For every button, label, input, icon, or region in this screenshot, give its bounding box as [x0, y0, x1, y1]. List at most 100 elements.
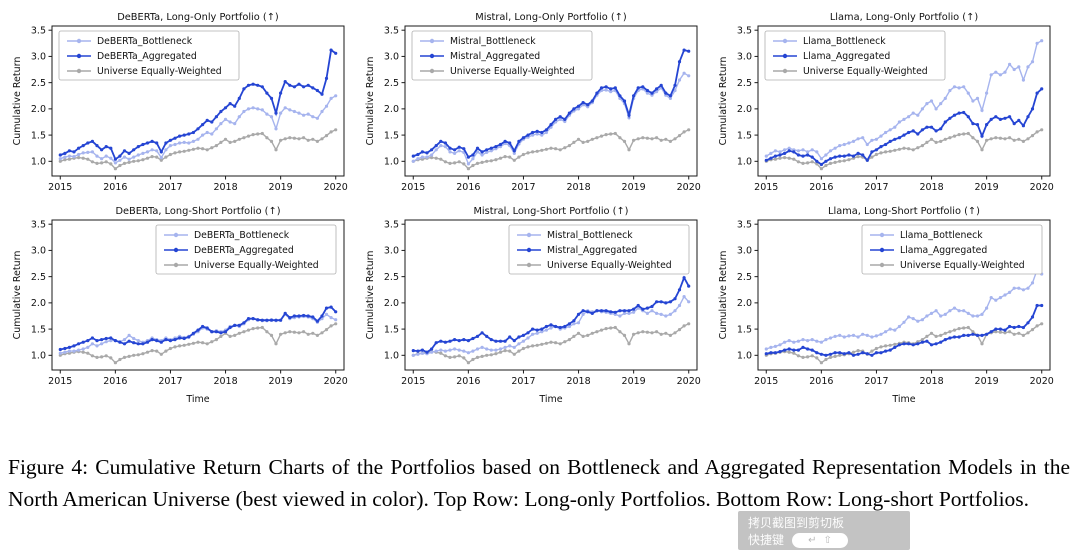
- svg-text:2016: 2016: [103, 376, 127, 387]
- svg-text:2019: 2019: [269, 376, 293, 387]
- svg-text:Mistral_Bottleneck: Mistral_Bottleneck: [547, 230, 633, 241]
- svg-text:2.5: 2.5: [31, 272, 46, 283]
- svg-text:1.0: 1.0: [31, 351, 46, 362]
- svg-text:2.0: 2.0: [737, 104, 752, 115]
- toast-shortcut-label: 快捷键: [748, 533, 785, 547]
- svg-text:2.5: 2.5: [384, 272, 399, 283]
- svg-text:Cumulative Return: Cumulative Return: [718, 251, 729, 340]
- svg-text:2015: 2015: [48, 376, 72, 387]
- svg-text:Universe Equally-Weighted: Universe Equally-Weighted: [547, 260, 672, 271]
- chart-deberta-long-only: DeBERTa, Long-Only Portfolio (↑) 2015 2016…: [10, 10, 363, 230]
- svg-text:Cumulative Return: Cumulative Return: [365, 57, 376, 146]
- svg-text:2020: 2020: [1030, 182, 1054, 193]
- svg-text:Llama_Bottleneck: Llama_Bottleneck: [900, 230, 983, 241]
- svg-text:DeBERTa_Bottleneck: DeBERTa_Bottleneck: [194, 230, 290, 241]
- svg-text:2.5: 2.5: [384, 78, 399, 89]
- svg-text:Mistral, Long-Short Portfolio: Mistral, Long-Short Portfolio (↑): [473, 206, 628, 217]
- svg-text:DeBERTa_Bottleneck: DeBERTa_Bottleneck: [97, 36, 193, 47]
- return-key-icon: ↵: [808, 534, 817, 546]
- chart-svg: Llama, Long-Only Portfolio (↑) 2015 2016 20…: [718, 12, 1054, 193]
- chart-mistral-long-only: Mistral, Long-Only Portfolio (↑) 2015 2016…: [363, 10, 716, 230]
- svg-text:1.5: 1.5: [31, 324, 46, 335]
- svg-text:2017: 2017: [511, 182, 535, 193]
- svg-text:2018: 2018: [566, 182, 590, 193]
- svg-text:DeBERTa_Aggregated: DeBERTa_Aggregated: [194, 245, 294, 256]
- screenshot-toast: 拷贝截图到剪切板 快捷键 ↵ ⇧: [738, 511, 910, 550]
- svg-text:2015: 2015: [401, 376, 425, 387]
- chart-svg: Mistral, Long-Only Portfolio (↑) 2015 2016…: [365, 12, 701, 193]
- svg-text:2020: 2020: [1030, 376, 1054, 387]
- svg-text:2016: 2016: [103, 182, 127, 193]
- svg-text:2.0: 2.0: [737, 298, 752, 309]
- svg-text:2015: 2015: [401, 182, 425, 193]
- svg-text:1.0: 1.0: [737, 157, 752, 168]
- svg-text:2016: 2016: [456, 182, 480, 193]
- svg-text:Cumulative Return: Cumulative Return: [12, 57, 23, 146]
- svg-text:3.0: 3.0: [31, 52, 46, 63]
- svg-text:Universe Equally-Weighted: Universe Equally-Weighted: [450, 66, 575, 77]
- svg-text:DeBERTa_Aggregated: DeBERTa_Aggregated: [97, 51, 197, 62]
- svg-text:2018: 2018: [213, 376, 237, 387]
- svg-text:1.5: 1.5: [31, 130, 46, 141]
- svg-text:Time: Time: [891, 394, 915, 405]
- svg-text:Llama_Aggregated: Llama_Aggregated: [900, 245, 987, 256]
- chart-row-long-short: DeBERTa, Long-Short Portfolio (↑) 2015 201…: [10, 204, 1069, 424]
- svg-text:Llama_Aggregated: Llama_Aggregated: [803, 51, 890, 62]
- chart-llama-long-only: Llama, Long-Only Portfolio (↑) 2015 2016 20…: [716, 10, 1069, 230]
- svg-text:Llama_Bottleneck: Llama_Bottleneck: [803, 36, 886, 47]
- svg-text:2017: 2017: [158, 182, 182, 193]
- svg-text:2017: 2017: [864, 376, 888, 387]
- chart-llama-long-short: Llama, Long-Short Portfolio (↑) 2015 2016 2…: [716, 204, 1069, 424]
- svg-text:2017: 2017: [158, 376, 182, 387]
- svg-text:3.5: 3.5: [31, 219, 46, 230]
- svg-text:1.5: 1.5: [384, 130, 399, 141]
- toast-message: 拷贝截图到剪切板: [748, 516, 845, 530]
- svg-text:Universe Equally-Weighted: Universe Equally-Weighted: [900, 260, 1025, 271]
- svg-text:3.0: 3.0: [737, 246, 752, 257]
- chart-svg: DeBERTa, Long-Only Portfolio (↑) 2015 2016…: [12, 12, 348, 193]
- svg-text:3.5: 3.5: [737, 25, 752, 36]
- svg-text:2018: 2018: [919, 182, 943, 193]
- svg-text:2.0: 2.0: [384, 104, 399, 115]
- svg-text:Cumulative Return: Cumulative Return: [718, 57, 729, 146]
- figure-caption: Figure 4: Cumulative Return Charts of th…: [8, 455, 1070, 511]
- svg-text:Mistral, Long-Only Portfolio (: Mistral, Long-Only Portfolio (↑): [475, 12, 626, 23]
- svg-text:3.0: 3.0: [384, 246, 399, 257]
- svg-text:2018: 2018: [213, 182, 237, 193]
- svg-text:Universe Equally-Weighted: Universe Equally-Weighted: [194, 260, 319, 271]
- svg-text:1.0: 1.0: [384, 351, 399, 362]
- svg-text:3.5: 3.5: [384, 219, 399, 230]
- chart-svg: Mistral, Long-Short Portfolio (↑) 2015 201…: [365, 206, 701, 405]
- svg-text:3.0: 3.0: [31, 246, 46, 257]
- svg-text:Mistral_Aggregated: Mistral_Aggregated: [450, 51, 540, 62]
- svg-text:2017: 2017: [511, 376, 535, 387]
- figure-4-charts: DeBERTa, Long-Only Portfolio (↑) 2015 2016…: [10, 10, 1069, 424]
- svg-text:2020: 2020: [324, 376, 348, 387]
- svg-text:Time: Time: [185, 394, 209, 405]
- svg-text:2016: 2016: [456, 376, 480, 387]
- svg-text:Universe Equally-Weighted: Universe Equally-Weighted: [803, 66, 928, 77]
- svg-text:3.0: 3.0: [384, 52, 399, 63]
- svg-text:Llama, Long-Only Portfolio (↑): Llama, Long-Only Portfolio (↑): [830, 12, 978, 23]
- svg-text:2015: 2015: [48, 182, 72, 193]
- svg-text:Mistral_Bottleneck: Mistral_Bottleneck: [450, 36, 536, 47]
- svg-text:2015: 2015: [754, 376, 778, 387]
- svg-text:2016: 2016: [809, 182, 833, 193]
- svg-text:2020: 2020: [324, 182, 348, 193]
- svg-text:2016: 2016: [809, 376, 833, 387]
- svg-text:2.5: 2.5: [737, 272, 752, 283]
- chart-deberta-long-short: DeBERTa, Long-Short Portfolio (↑) 2015 201…: [10, 204, 363, 424]
- svg-text:2019: 2019: [622, 182, 646, 193]
- svg-text:Mistral_Aggregated: Mistral_Aggregated: [547, 245, 637, 256]
- svg-text:Cumulative Return: Cumulative Return: [12, 251, 23, 340]
- chart-mistral-long-short: Mistral, Long-Short Portfolio (↑) 2015 201…: [363, 204, 716, 424]
- svg-text:2020: 2020: [677, 182, 701, 193]
- svg-text:1.0: 1.0: [384, 157, 399, 168]
- shortcut-key-pill: ↵ ⇧: [792, 532, 849, 548]
- svg-text:2.5: 2.5: [31, 78, 46, 89]
- svg-text:DeBERTa, Long-Only Portfolio (: DeBERTa, Long-Only Portfolio (↑): [117, 12, 279, 23]
- svg-text:2.0: 2.0: [31, 104, 46, 115]
- svg-text:2015: 2015: [754, 182, 778, 193]
- svg-text:1.0: 1.0: [737, 351, 752, 362]
- svg-text:2018: 2018: [566, 376, 590, 387]
